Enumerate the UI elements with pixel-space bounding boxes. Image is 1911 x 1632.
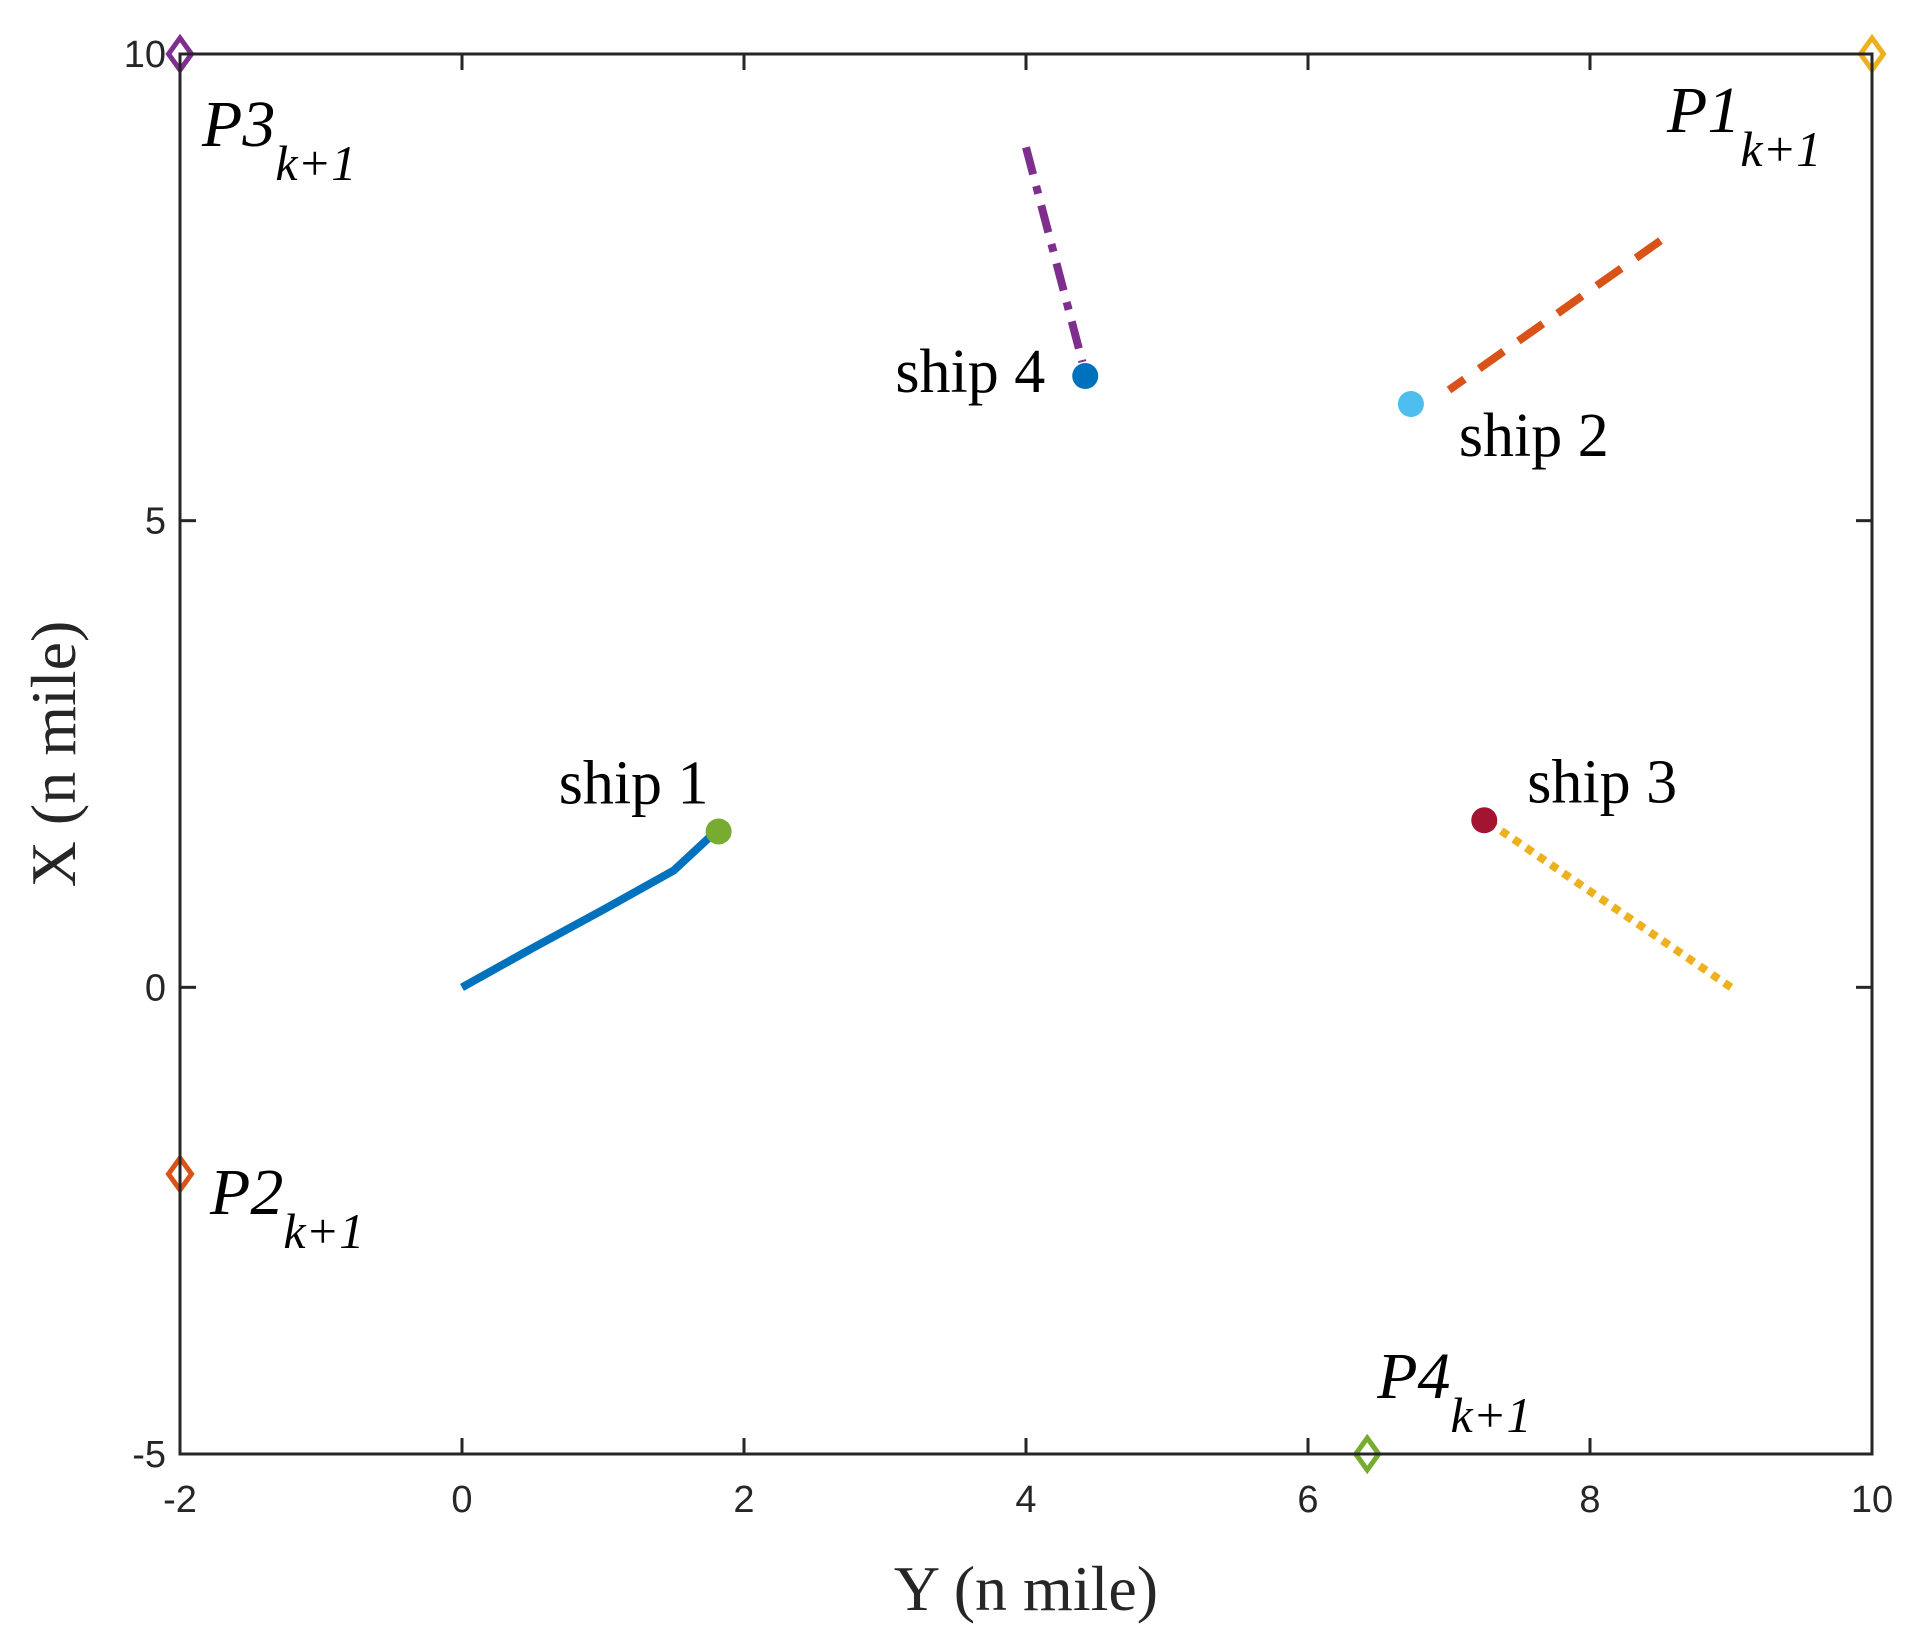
x-tick-label-2: 2 (733, 1479, 754, 1521)
plot-area (180, 54, 1872, 1454)
ship-labels: ship 1 ship 2 ship 3 ship 4 (559, 338, 1677, 817)
x-tick-label-6: 10 (1851, 1479, 1893, 1521)
y-tick-label-1: 0 (145, 967, 166, 1009)
ship-label-2: ship 2 (1459, 402, 1609, 470)
ship-label-3: ship 3 (1527, 748, 1677, 816)
x-tick-label-3: 4 (1015, 1479, 1036, 1521)
plot-frame (178, 52, 1874, 1456)
point-subscript-P3: k+1 (275, 135, 356, 191)
x-tick-labels: -2 0 2 4 6 8 10 (163, 1479, 1893, 1521)
series-line-3 (1489, 820, 1734, 991)
point-name-P1: P1 (1666, 74, 1740, 147)
point-label-P3: P3k+1 (201, 88, 356, 191)
series-lines (460, 146, 1734, 991)
point-name-P4: P4 (1376, 1340, 1450, 1413)
point-subscript-P2: k+1 (283, 1203, 364, 1259)
point-subscript-P4: k+1 (1451, 1387, 1532, 1443)
point-subscript-P1: k+1 (1740, 121, 1821, 177)
ship-marker-4 (1072, 363, 1099, 389)
y-tick-label-3: 10 (124, 34, 166, 76)
point-name-P2: P2 (209, 1156, 283, 1229)
series-line-4 (1022, 146, 1087, 364)
point-name-P3: P3 (201, 88, 275, 161)
point-label-P2: P2k+1 (209, 1156, 364, 1259)
y-tick-labels: -5 0 5 10 (124, 34, 166, 1476)
y-axis-title: X (n mile) (18, 621, 89, 888)
ship-label-1: ship 1 (559, 749, 709, 817)
y-tick-label-0: -5 (132, 1434, 166, 1476)
point-label-P1: P1k+1 (1666, 74, 1821, 177)
point-label-P4: P4k+1 (1376, 1340, 1531, 1443)
ship-label-4: ship 4 (895, 338, 1045, 406)
ship-marker-1 (705, 818, 732, 845)
x-tick-label-5: 8 (1579, 1479, 1600, 1521)
series-markers (705, 363, 1498, 845)
ship-marker-2 (1397, 391, 1424, 417)
x-tick-label-1: 0 (451, 1479, 472, 1521)
x-tick-label-0: -2 (163, 1479, 197, 1521)
x-tick-label-4: 6 (1297, 1479, 1318, 1521)
x-axis-title: Y (n mile) (894, 1553, 1158, 1624)
series-line-1 (460, 828, 719, 991)
ship-marker-3 (1471, 807, 1498, 834)
y-tick-label-2: 5 (145, 501, 166, 543)
series-line-2 (1446, 237, 1663, 394)
